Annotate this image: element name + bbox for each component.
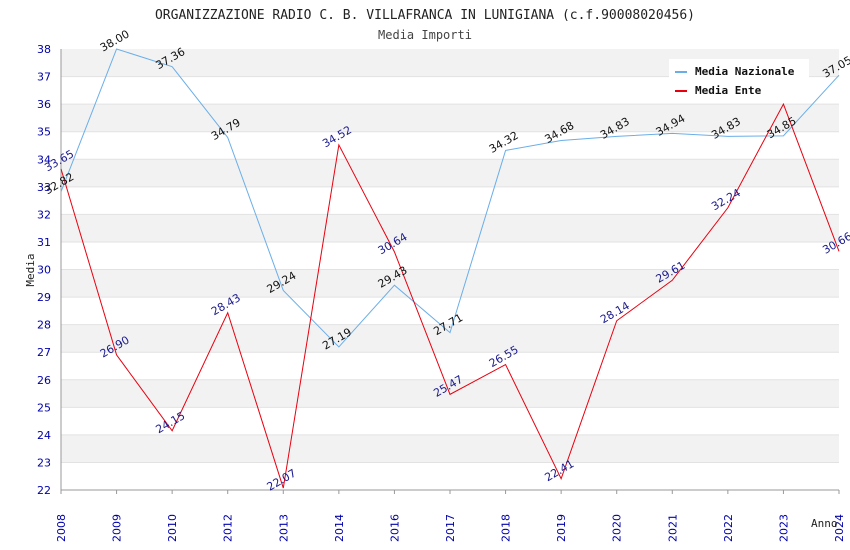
x-tick-label: 2019: [555, 514, 568, 542]
x-tick-label: 2022: [722, 514, 735, 542]
grid-bands: [61, 49, 839, 491]
grid-band: [61, 462, 839, 490]
x-tick-label: 2018: [500, 514, 513, 542]
y-axis-label: Media: [24, 253, 37, 286]
x-tick-label: 2017: [444, 514, 457, 542]
x-tick-label: 2014: [333, 514, 346, 542]
y-tick-label: 26: [37, 374, 51, 387]
y-tick-label: 28: [37, 319, 51, 332]
x-tick-label: 2023: [777, 514, 790, 542]
legend-label-ente: Media Ente: [695, 84, 762, 97]
y-tick-label: 35: [37, 126, 51, 139]
grid-band: [61, 324, 839, 353]
grid-band: [61, 214, 839, 242]
legend: Media Nazionale Media Ente: [669, 59, 809, 103]
x-tick-label: 2021: [666, 514, 679, 542]
x-tick-label: 2008: [55, 514, 68, 542]
x-axis-label: Anno: [811, 517, 838, 530]
x-tick-label: 2013: [277, 514, 290, 542]
x-tick-label: 2012: [222, 514, 235, 542]
y-tick-label: 29: [37, 291, 51, 304]
y-tick-label: 34: [37, 153, 51, 166]
x-tick-label: 2016: [388, 514, 401, 542]
y-tick-label: 25: [37, 401, 51, 414]
grid-band: [61, 241, 839, 270]
y-tick-label: 31: [37, 236, 51, 249]
grid-band: [61, 131, 839, 160]
x-tick-labels: 2008 2009 2010 2012 2013 2014 2016 2017 2018 2019…: [55, 490, 846, 542]
chart-title: ORGANIZZAZIONE RADIO C. B. VILLAFRANCA I…: [155, 8, 695, 23]
x-tick-label: 2024: [833, 514, 846, 542]
grid-band: [61, 352, 839, 380]
y-tick-label: 33: [37, 181, 51, 194]
y-tick-label: 24: [37, 429, 51, 442]
grid-band: [61, 159, 839, 187]
grid-band: [61, 186, 839, 215]
y-tick-label: 27: [37, 346, 51, 359]
grid-band: [61, 104, 839, 132]
grid-band: [61, 269, 839, 298]
x-tick-label: 2010: [166, 514, 179, 542]
grid-band: [61, 407, 839, 435]
x-tick-label: 2009: [111, 514, 124, 542]
y-tick-label: 23: [37, 456, 51, 469]
series-line-ente: [60, 102, 840, 489]
y-tick-label: 22: [37, 484, 51, 497]
grid-band: [61, 297, 839, 325]
y-tick-label: 37: [37, 71, 51, 84]
y-tick-labels: 22 23 24 25 26 27 28 29 30 31 32 33 34 35 36 37 38: [37, 43, 51, 497]
y-tick-label: 32: [37, 208, 51, 221]
series-line-nazionale: [60, 48, 840, 348]
y-tick-label: 30: [37, 264, 51, 277]
series-lines: [60, 48, 840, 489]
chart-subtitle: Media Importi: [378, 28, 472, 42]
x-tick-label: 2020: [611, 514, 624, 542]
legend-box: [669, 59, 809, 103]
y-tick-label: 38: [37, 43, 51, 56]
grid-band: [61, 434, 839, 463]
y-tick-label: 36: [37, 98, 51, 111]
legend-label-nazionale: Media Nazionale: [695, 65, 795, 78]
